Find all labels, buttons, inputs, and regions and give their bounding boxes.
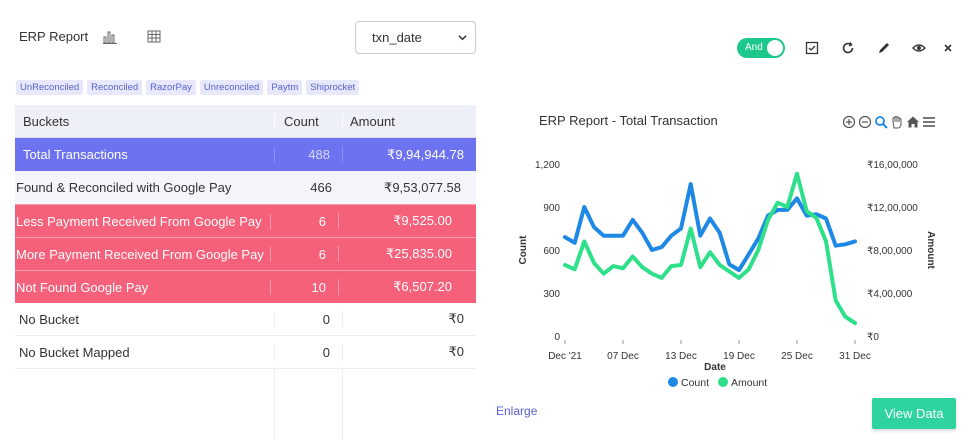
table-row[interactable]: No Bucket 0 ₹0 <box>15 303 476 336</box>
bucket-amount: ₹25,835.00 <box>338 246 464 262</box>
view-data-button[interactable]: View Data <box>872 398 956 429</box>
series-line-count <box>563 182 857 273</box>
zoom-out-icon[interactable] <box>858 115 872 129</box>
bucket-count: 488 <box>274 147 342 162</box>
tag-unreconciled[interactable]: UnReconciled <box>16 80 84 95</box>
y-left-tick-label: 300 <box>543 289 560 300</box>
y-right-tick-label: ₹0 <box>867 332 879 343</box>
transaction-line-chart: 0 300 600 900 1,200 ₹0 ₹4,00,000 ₹8,00,000 ₹12,0… <box>518 160 936 389</box>
y-left-tick-label: 0 <box>554 332 560 343</box>
tag-razorpay[interactable]: RazorPay <box>146 80 196 95</box>
table-row[interactable]: No Bucket Mapped 0 ₹0 <box>15 336 476 369</box>
x-tick-label: Dec '21 <box>548 351 582 362</box>
chart-toolbar <box>842 115 936 129</box>
tag-unreconciled-2[interactable]: Unreconciled <box>199 80 264 95</box>
and-toggle[interactable]: And <box>737 38 785 58</box>
header-count[interactable]: Count <box>274 113 342 129</box>
enlarge-link[interactable]: Enlarge <box>496 404 538 418</box>
x-tick-label: 13 Dec <box>665 351 697 362</box>
bucket-name: Total Transactions <box>23 147 128 162</box>
date-field-select[interactable]: txn_date <box>355 21 476 54</box>
x-tick-label: 19 Dec <box>723 351 755 362</box>
checkbox-icon[interactable] <box>805 41 819 55</box>
bucket-amount: ₹0 <box>342 311 476 327</box>
bucket-count: 0 <box>274 344 342 360</box>
header-amount[interactable]: Amount <box>342 113 476 129</box>
menu-icon[interactable] <box>922 115 936 129</box>
bucket-name: Found & Reconciled with Google Pay <box>16 180 232 195</box>
toggle-knob <box>767 40 783 56</box>
home-icon[interactable] <box>906 115 920 129</box>
legend-marker-count <box>668 377 678 387</box>
x-tick-label: 25 Dec <box>781 351 813 362</box>
y-right-tick-label: ₹8,00,000 <box>867 246 913 257</box>
bucket-amount: ₹9,525.00 <box>338 213 464 229</box>
bucket-count: 6 <box>270 213 338 229</box>
legend-marker-amount <box>718 377 728 387</box>
close-icon[interactable] <box>941 41 955 55</box>
y-right-tick-label: ₹12,00,000 <box>867 203 918 214</box>
bucket-count: 6 <box>270 246 338 262</box>
selection-zoom-icon[interactable] <box>874 115 888 129</box>
bucket-count: 0 <box>274 311 342 327</box>
x-tick-label: 07 Dec <box>607 351 639 362</box>
bucket-amount: ₹9,94,944.78 <box>342 146 476 163</box>
tag-paytm[interactable]: Paytm <box>267 80 303 95</box>
pan-hand-icon[interactable] <box>890 115 904 129</box>
x-tick-label: 31 Dec <box>839 351 871 362</box>
bar-chart-icon[interactable] <box>102 29 118 45</box>
bucket-amount: ₹9,53,077.58 <box>384 179 461 195</box>
bucket-name: Not Found Google Pay <box>16 279 149 295</box>
tag-shiprocket[interactable]: Shiprocket <box>306 80 360 95</box>
table-row-total[interactable]: Total Transactions 488 ₹9,94,944.78 <box>15 138 476 171</box>
y-right-tick-label: ₹16,00,000 <box>867 160 918 171</box>
y-left-axis-title: Count <box>518 235 529 265</box>
y-left-tick-label: 600 <box>543 246 560 257</box>
legend-label-amount: Amount <box>731 377 767 389</box>
table-row[interactable]: More Payment Received From Google Pay 6 … <box>15 237 476 270</box>
bucket-amount: ₹0 <box>342 344 476 360</box>
bucket-name: No Bucket Mapped <box>19 344 130 360</box>
chevron-down-icon <box>458 35 467 41</box>
column-divider <box>274 367 275 440</box>
tag-reconciled[interactable]: Reconciled <box>87 80 143 95</box>
bucket-amount: ₹6,507.20 <box>338 279 464 295</box>
series-line-amount <box>563 171 857 326</box>
y-right-tick-label: ₹4,00,000 <box>867 289 913 300</box>
bucket-count: 466 <box>310 180 332 195</box>
refresh-icon[interactable] <box>841 41 855 55</box>
y-left-tick-label: 900 <box>543 203 560 214</box>
y-right-axis-title: Amount <box>925 231 936 269</box>
toggle-label: And <box>745 42 763 53</box>
edit-icon[interactable] <box>877 41 891 55</box>
bucket-count: 10 <box>270 279 338 295</box>
bucket-name: No Bucket <box>19 311 79 327</box>
buckets-table: Buckets Count Amount Total Transactions … <box>15 105 476 369</box>
table-row[interactable]: Less Payment Received From Google Pay 6 … <box>15 204 476 237</box>
y-left-tick-label: 1,200 <box>535 160 560 171</box>
column-divider <box>342 367 343 440</box>
chart-title: ERP Report - Total Transaction <box>539 113 718 128</box>
eye-icon[interactable] <box>912 41 926 55</box>
bucket-name: Less Payment Received From Google Pay <box>16 213 262 229</box>
table-header: Buckets Count Amount <box>15 105 476 138</box>
table-row[interactable]: Not Found Google Pay 10 ₹6,507.20 <box>15 270 476 303</box>
filter-tags: UnReconciled Reconciled RazorPay Unrecon… <box>16 80 360 95</box>
table-row[interactable]: Found & Reconciled with Google Pay 466 ₹… <box>15 171 476 204</box>
report-title: ERP Report <box>19 29 89 44</box>
date-field-value: txn_date <box>372 30 422 45</box>
table-empty-area <box>15 367 476 440</box>
zoom-in-icon[interactable] <box>842 115 856 129</box>
table-icon[interactable] <box>146 29 162 45</box>
bucket-name: More Payment Received From Google Pay <box>16 246 264 262</box>
header-buckets[interactable]: Buckets <box>23 113 70 129</box>
legend-label-count: Count <box>681 377 709 389</box>
x-axis-title: Date <box>704 362 726 373</box>
